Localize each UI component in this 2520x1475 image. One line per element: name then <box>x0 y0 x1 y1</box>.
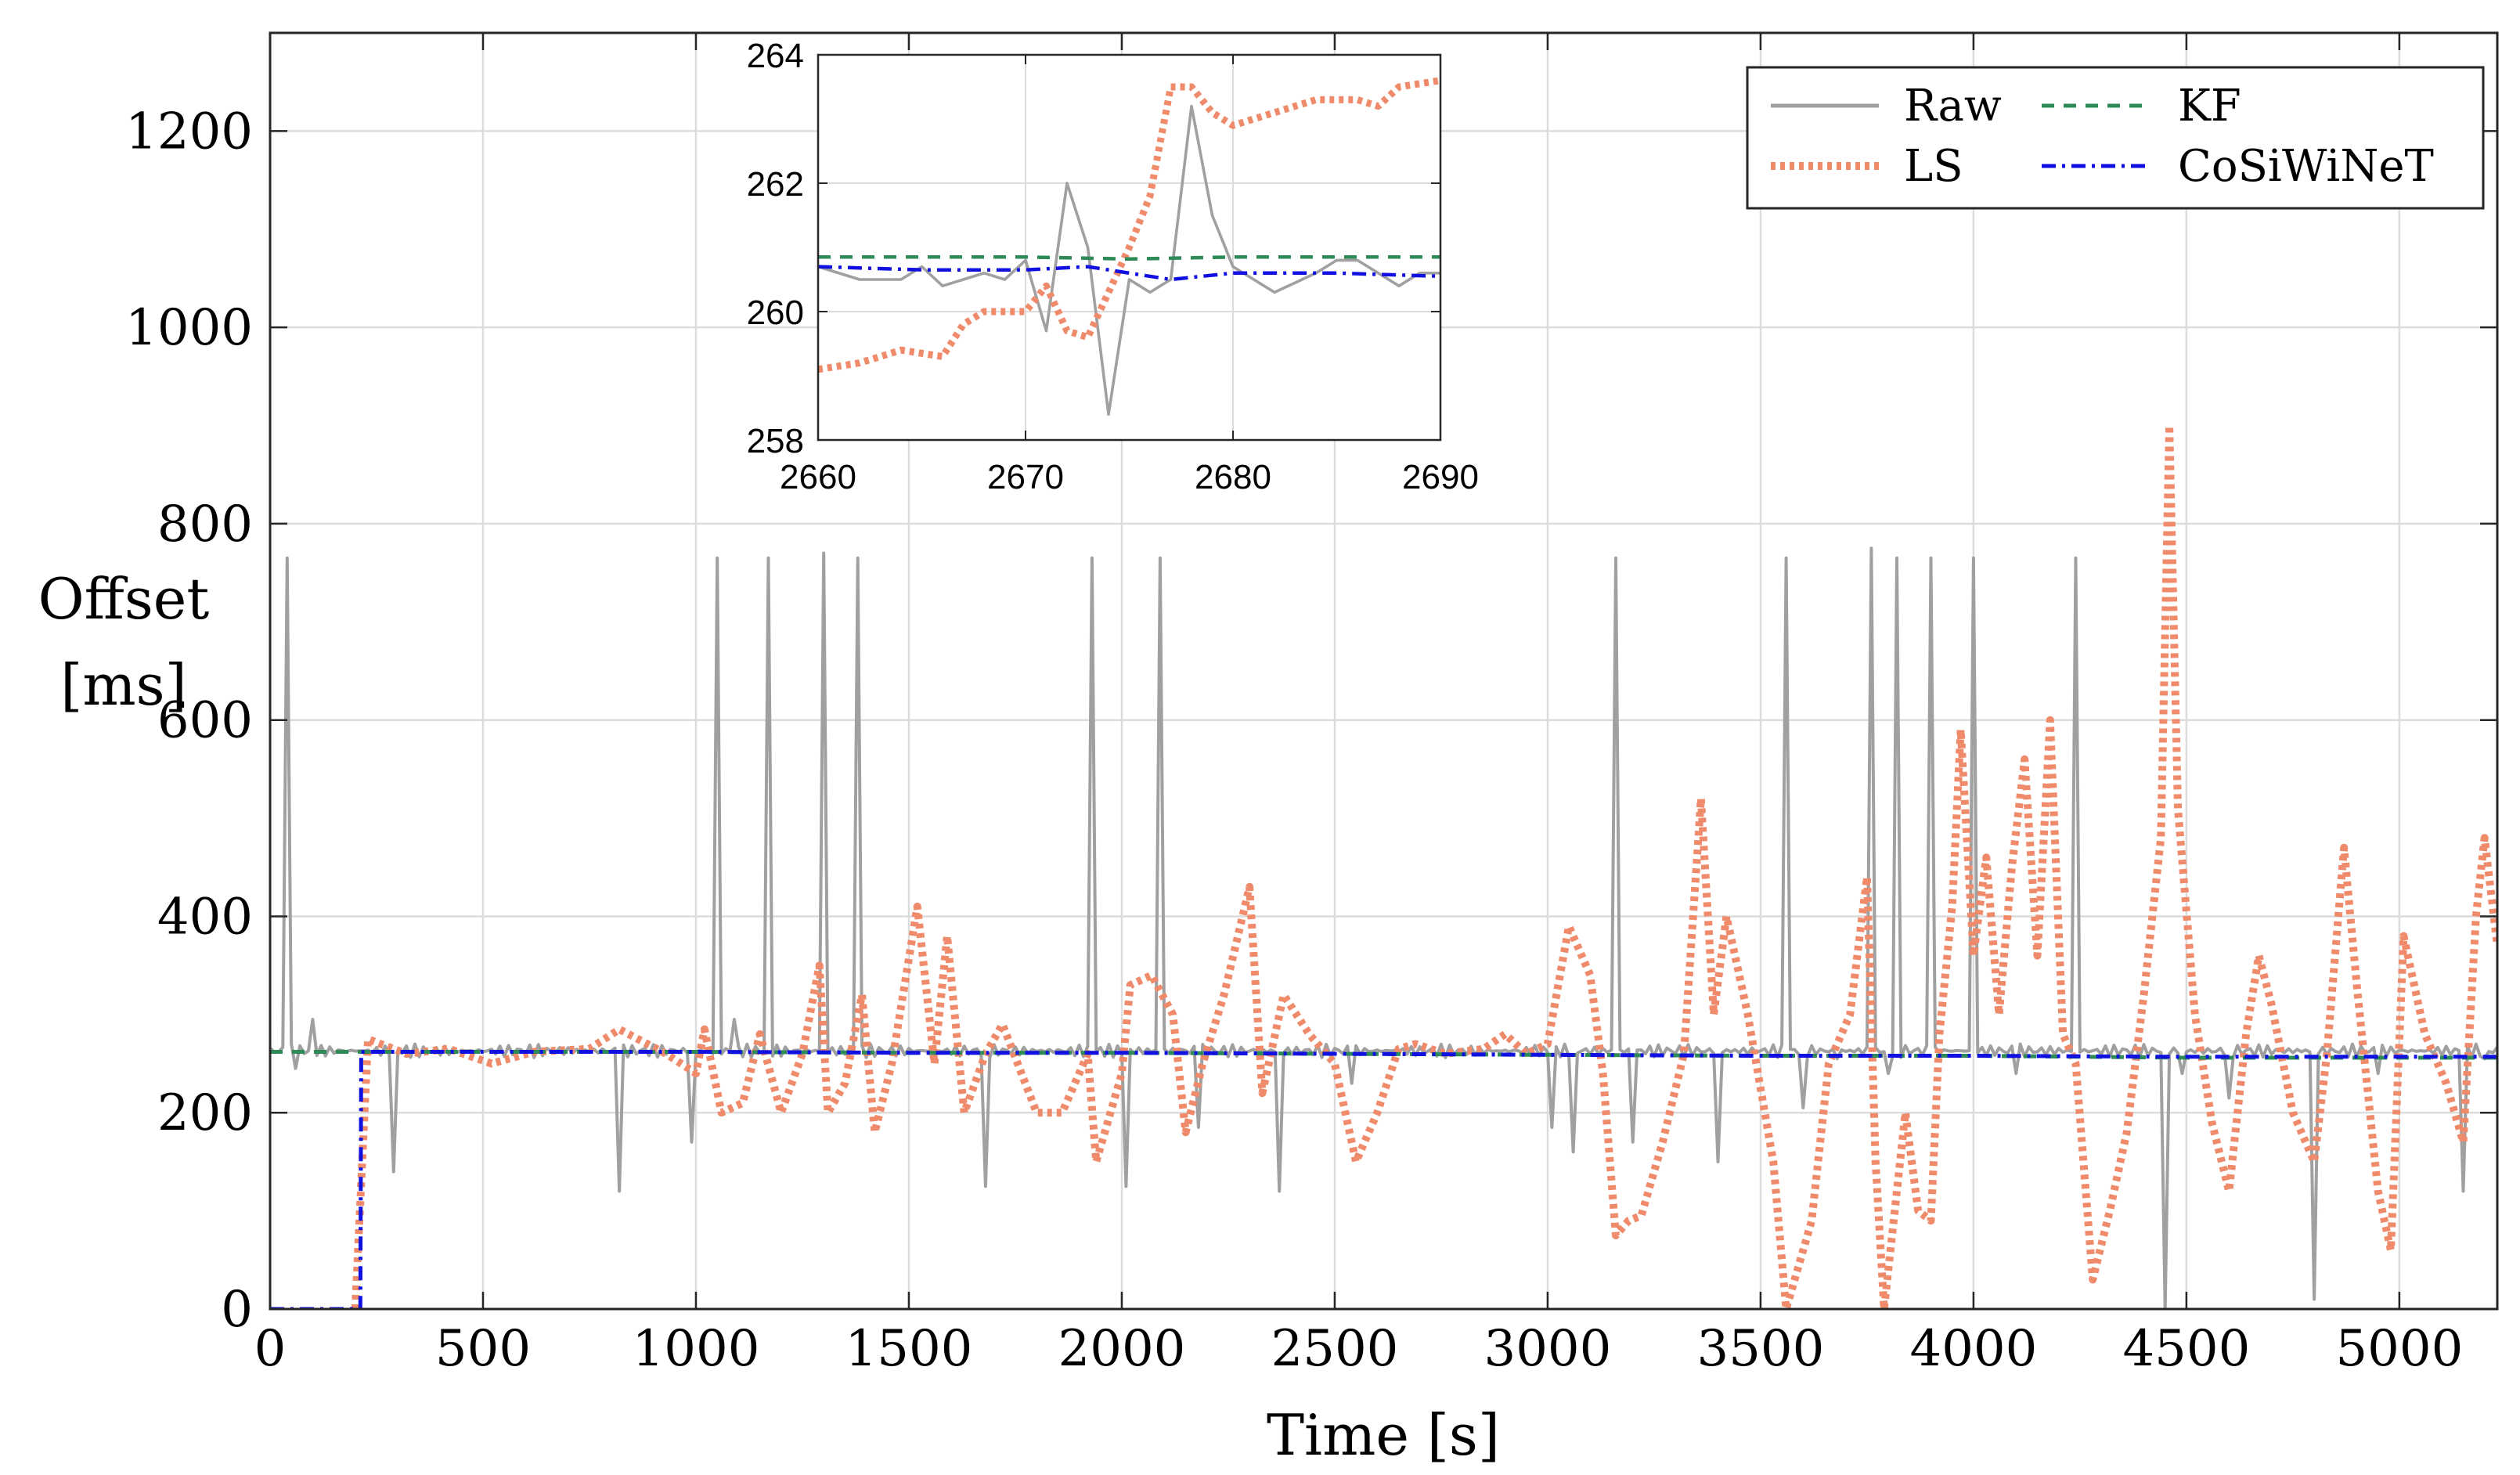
main-y-tick-label: 1200 <box>125 103 253 160</box>
inset-series-raw <box>818 104 1440 416</box>
main-y-tick-label: 800 <box>157 496 253 554</box>
inset-x-tick-label: 2670 <box>987 458 1064 496</box>
main-x-tick-label: 1000 <box>633 1320 760 1378</box>
main-x-tick-label: 5000 <box>2335 1320 2463 1378</box>
main-ticks: 0 500 1000 1500 2000 2500 3000 3500 4000 4500 5000… <box>125 33 2497 1378</box>
legend: Raw KF LS CoSiWiNeT <box>1746 66 2485 210</box>
main-series-cosiwinet <box>270 1050 2497 1309</box>
inset-series-cosiwinet <box>818 265 1440 282</box>
y-axis-label-line1: Offset <box>38 566 210 632</box>
main-y-tick-label: 400 <box>157 888 253 946</box>
inset-series-kf <box>818 255 1440 261</box>
y-axis-label-line2: [ms] <box>60 652 186 718</box>
main-x-tick-label: 500 <box>435 1320 531 1378</box>
inset-x-tick-label: 2680 <box>1195 458 1271 496</box>
main-y-tick-label: 1000 <box>125 299 253 357</box>
main-series-ls <box>351 421 2497 1309</box>
inset-plot-area <box>818 77 1440 416</box>
main-x-tick-label: 0 <box>254 1320 287 1378</box>
legend-label-raw: Raw <box>1904 81 2002 132</box>
legend-label-ls: LS <box>1904 141 1963 192</box>
inset-ticks: 2660 2670 2680 2690 258 260 262 264 <box>747 37 1479 496</box>
main-y-tick-label: 600 <box>157 692 253 750</box>
main-y-tick-label: 200 <box>157 1084 253 1142</box>
legend-label-kf: KF <box>2178 81 2241 132</box>
main-x-tick-label: 2000 <box>1058 1320 1186 1378</box>
main-x-tick-label: 1500 <box>845 1320 973 1378</box>
main-x-tick-label: 3000 <box>1484 1320 1611 1378</box>
main-y-tick-label: 0 <box>221 1281 253 1339</box>
x-axis-label: Time [s] <box>1267 1402 1500 1468</box>
inset-y-tick-label: 262 <box>747 165 804 204</box>
inset-x-tick-label: 2660 <box>780 458 856 496</box>
inset-y-tick-label: 264 <box>747 37 804 75</box>
legend-label-cosiwinet: CoSiWiNeT <box>2178 141 2434 192</box>
inset-y-tick-label: 260 <box>747 294 804 332</box>
legend-box <box>1746 66 2485 210</box>
inset-y-tick-label: 258 <box>747 422 804 460</box>
main-x-tick-label: 4000 <box>1909 1320 2037 1378</box>
inset-x-tick-label: 2690 <box>1402 458 1479 496</box>
main-axes-box <box>269 31 2499 1311</box>
main-plot-area <box>270 421 2497 1309</box>
main-x-tick-label: 3500 <box>1696 1320 1824 1378</box>
inset-axes-box <box>817 53 1442 442</box>
main-x-tick-label: 2500 <box>1271 1320 1399 1378</box>
inset-series-ls <box>818 77 1440 373</box>
main-grid <box>269 33 2497 1311</box>
main-x-tick-label: 4500 <box>2122 1320 2250 1378</box>
